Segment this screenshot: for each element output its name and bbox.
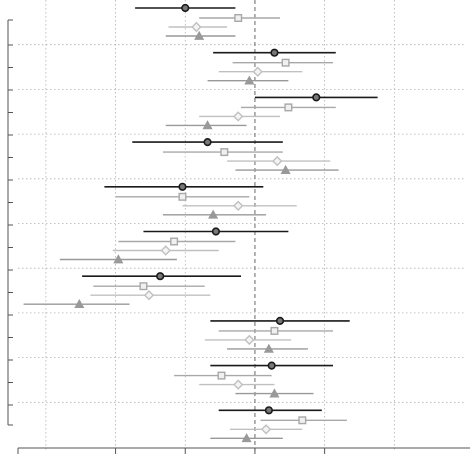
circle-point	[270, 48, 279, 57]
circle-point	[267, 361, 276, 370]
square-point	[220, 148, 229, 157]
axes	[7, 0, 470, 454]
square-point	[170, 237, 179, 246]
square-point	[298, 416, 307, 425]
circle-point	[178, 182, 187, 191]
circle-point	[275, 316, 285, 326]
square-point	[139, 282, 148, 291]
circle-point	[211, 227, 221, 236]
triangle-point	[74, 298, 85, 309]
triangle-point	[263, 343, 274, 353]
square-point	[270, 326, 279, 335]
triangle-point	[269, 388, 280, 398]
diamond-point	[191, 21, 202, 33]
circle-point	[156, 272, 165, 281]
square-point	[217, 371, 226, 380]
triangle-point	[280, 164, 291, 174]
triangle-point	[202, 120, 213, 130]
diamond-point	[233, 200, 244, 211]
triangle-point	[241, 433, 252, 443]
diamond-point	[272, 155, 283, 167]
series-marks	[23, 3, 378, 443]
square-point	[234, 13, 243, 22]
diamond-point	[260, 424, 272, 435]
diamond-point	[252, 66, 263, 77]
square-point	[178, 192, 187, 201]
diamond-point	[160, 245, 171, 256]
diamond-point	[233, 111, 244, 122]
circle-point	[264, 406, 273, 415]
grid	[18, 0, 464, 451]
triangle-point	[244, 75, 255, 85]
square-point	[284, 103, 293, 112]
triangle-point	[194, 30, 205, 40]
diamond-point	[143, 290, 155, 301]
diamond-point	[244, 334, 255, 346]
triangle-point	[113, 254, 124, 264]
triangle-point	[208, 209, 219, 219]
diamond-point	[233, 379, 244, 390]
circle-point	[203, 138, 212, 147]
circle-point	[312, 93, 321, 102]
square-point	[281, 58, 290, 67]
circle-point	[181, 3, 190, 13]
